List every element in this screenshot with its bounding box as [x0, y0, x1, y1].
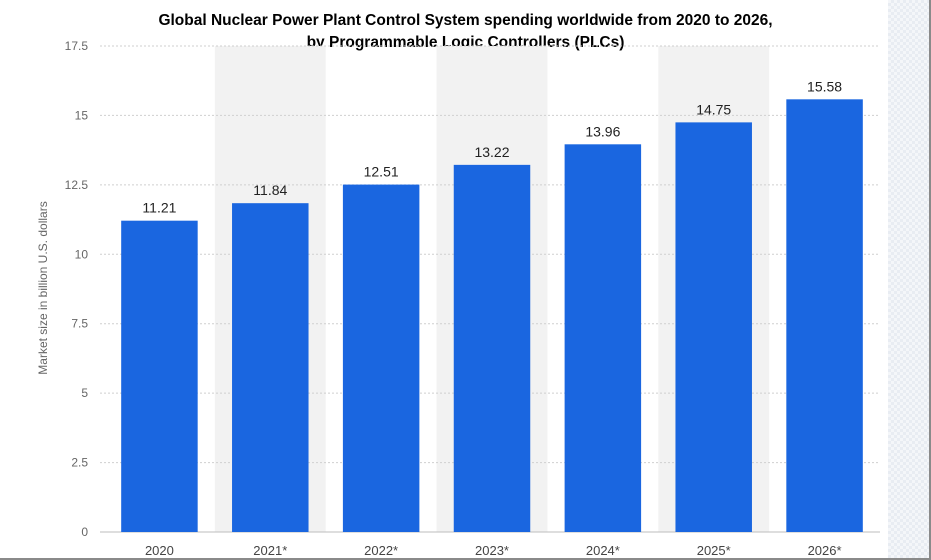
x-tick-label-2020: 2020: [145, 543, 174, 558]
bars: [121, 99, 863, 533]
bar-2022: [342, 184, 420, 533]
bar-2025: [675, 122, 752, 532]
data-label-2024: 13.96: [585, 123, 620, 139]
data-label-2021: 11.84: [253, 182, 287, 198]
y-tick-label-1: 2.5: [71, 456, 88, 470]
y-tick-label-5: 12.5: [65, 178, 89, 192]
data-label-2025: 14.75: [696, 101, 731, 117]
data-label-2023: 13.22: [474, 144, 509, 160]
bar-2024: [564, 144, 642, 532]
side-pattern: [888, 0, 929, 558]
data-label-2026: 15.58: [807, 78, 842, 94]
x-tick-label-2025: 2025*: [697, 543, 731, 558]
data-label-2022: 12.51: [364, 164, 399, 180]
y-axis-ticks: 0 2.5 5 7.5 10 12.5 15 17.5: [65, 39, 89, 539]
y-tick-label-7: 17.5: [65, 39, 89, 53]
x-tick-label-2021: 2021*: [253, 543, 287, 558]
bar-2023: [453, 164, 531, 533]
data-label-2020: 11.21: [142, 200, 176, 216]
x-axis-ticks: 2020 2021* 2022* 2023* 2024* 2025* 2026*: [145, 543, 842, 558]
y-tick-label-6: 15: [75, 108, 89, 122]
bar-2021: [232, 203, 309, 532]
x-tick-label-2022: 2022*: [364, 543, 398, 558]
y-tick-label-2: 5: [81, 386, 88, 400]
x-tick-label-2024: 2024*: [586, 543, 620, 558]
y-tick-label-4: 10: [75, 247, 89, 261]
data-labels: 11.21 11.84 12.51 13.22 13.96 14.75 15.58: [142, 78, 842, 215]
bar-2026: [786, 99, 863, 533]
y-axis-label: Market size in billion U.S. dollars: [36, 201, 50, 374]
y-tick-label-0: 0: [81, 525, 88, 539]
y-tick-label-3: 7.5: [71, 317, 88, 331]
x-tick-label-2023: 2023*: [475, 543, 509, 558]
x-tick-label-2026: 2026*: [808, 543, 842, 558]
chart-title-line-1: Global Nuclear Power Plant Control Syste…: [158, 12, 773, 29]
bar-2020: [121, 220, 198, 532]
